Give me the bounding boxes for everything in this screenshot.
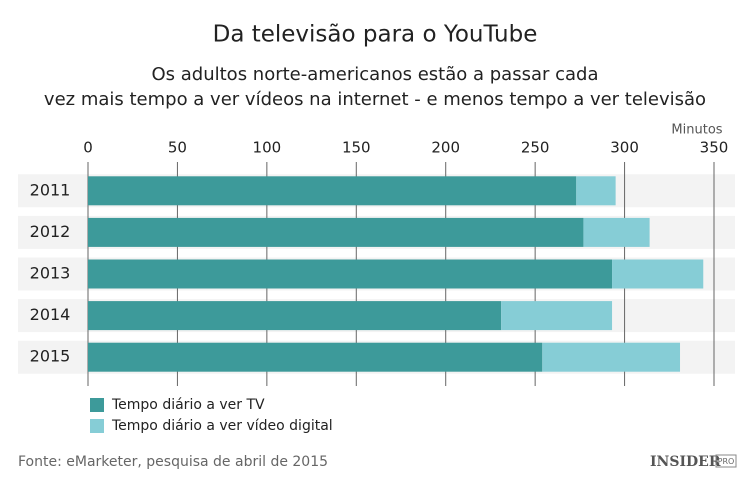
x-tick-label: 300 (610, 139, 639, 157)
y-tick-label: 2015 (30, 347, 71, 366)
logo: INSIDER (650, 454, 721, 470)
bar (583, 217, 650, 247)
legend-label: Tempo diário a ver TV (111, 397, 265, 413)
y-tick-label: 2012 (30, 222, 71, 241)
bar (88, 176, 577, 206)
x-tick-label: 250 (521, 139, 550, 157)
x-tick-label: 200 (431, 139, 460, 157)
chart-title: Da televisão para o YouTube (213, 22, 538, 48)
y-tick-label: 2011 (30, 180, 71, 199)
axis-label: Minutos (671, 123, 722, 138)
logo-box (715, 454, 737, 468)
bars (88, 176, 704, 372)
x-tick-label: 150 (342, 139, 371, 157)
x-tick-label: 100 (253, 139, 282, 157)
x-tick-label: 0 (83, 139, 93, 157)
bar (612, 259, 704, 289)
logo-tag: PRO (718, 457, 735, 466)
chart-subtitle: vez mais tempo a ver vídeos na internet … (44, 89, 706, 110)
y-tick-label: 2014 (30, 305, 71, 324)
bar (88, 217, 584, 247)
bar (88, 259, 613, 289)
bar (88, 342, 543, 372)
y-tick-label: 2013 (30, 264, 71, 283)
source: Fonte: eMarketer, pesquisa de abril de 2… (18, 454, 328, 470)
legend-swatch (90, 398, 104, 412)
bar (542, 342, 681, 372)
x-tick-label: 50 (168, 139, 187, 157)
bar (88, 301, 502, 331)
legend-swatch (90, 419, 104, 433)
bar (576, 176, 616, 206)
x-tick-label: 350 (700, 139, 729, 157)
legend-label: Tempo diário a ver vídeo digital (111, 418, 333, 434)
chart-subtitle: Os adultos norte-americanos estão a pass… (151, 64, 598, 85)
bar (501, 301, 613, 331)
